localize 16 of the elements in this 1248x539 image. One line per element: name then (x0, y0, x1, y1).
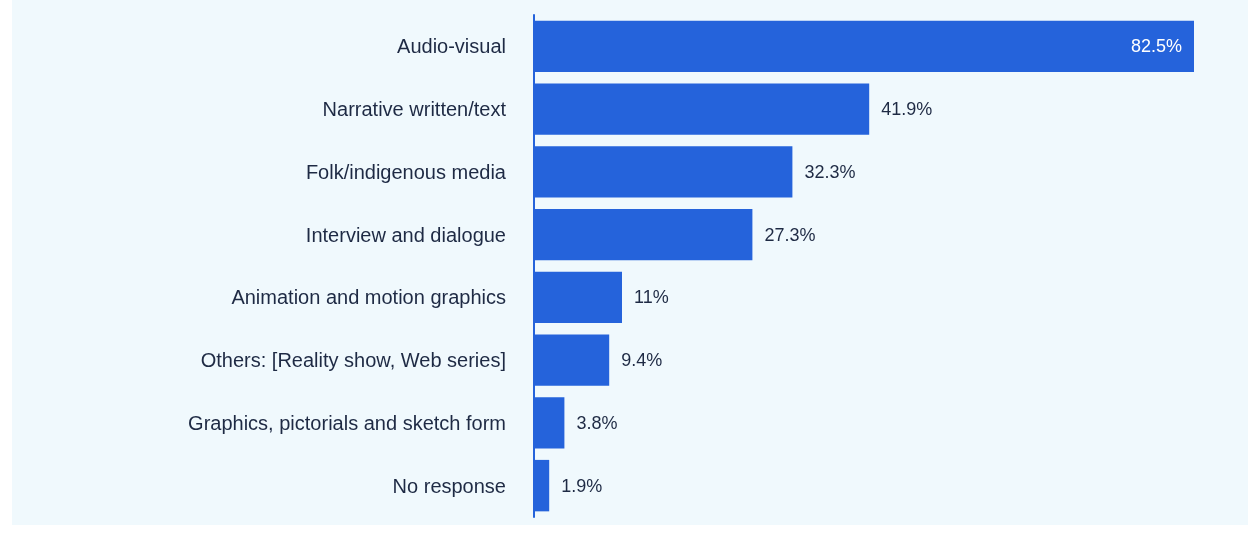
y-tick-label: No response (392, 474, 506, 497)
y-tick-label: Interview and dialogue (305, 223, 506, 246)
y-tick-label: Graphics, pictorials and sketch form (188, 411, 506, 434)
data-label: 41.9% (881, 99, 933, 120)
data-label: 9.4% (621, 350, 663, 371)
y-tick-label: Others: [Reality show, Web series] (200, 349, 506, 372)
y-tick-label: Audio-visual (397, 35, 506, 58)
data-label: 1.9% (561, 475, 603, 496)
data-label: 11% (634, 287, 669, 308)
data-label: 3.8% (576, 412, 618, 433)
y-tick-label: Folk/indigenous media (305, 160, 507, 183)
y-tick-label: Animation and motion graphics (231, 286, 506, 309)
data-label: 27.3% (764, 224, 816, 245)
y-tick-label: Narrative written/text (322, 98, 507, 121)
data-label: 32.3% (804, 161, 856, 182)
data-label: 82.5% (1130, 36, 1182, 57)
